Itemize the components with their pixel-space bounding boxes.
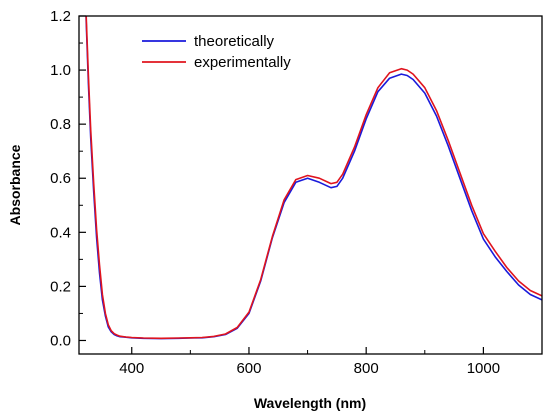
series-layer: [85, 16, 542, 340]
y-tick-label: 0.4: [50, 224, 71, 241]
series-line-theoretically: [85, 16, 542, 340]
y-tick-label: 1.2: [50, 8, 71, 25]
x-tick-label: 600: [236, 360, 261, 377]
x-tick-label: 1000: [467, 360, 500, 377]
legend-label-experimentally: experimentally: [194, 54, 291, 71]
y-axis-ticks: 0.0 0.2 0.4 0.6 0.8 1.0 1.2: [50, 8, 86, 349]
legend: theoretically experimentally: [142, 33, 291, 71]
series-line-experimentally: [85, 16, 542, 340]
plot-frame: [78, 15, 543, 355]
x-tick-label: 800: [354, 360, 379, 377]
y-tick-label: 0.8: [50, 116, 71, 133]
y-tick-label: 0.0: [50, 332, 71, 349]
x-axis-title: Wavelength (nm): [254, 395, 366, 411]
x-tick-label: 400: [119, 360, 144, 377]
y-tick-label: 1.0: [50, 62, 71, 79]
y-tick-label: 0.6: [50, 170, 71, 187]
x-axis-ticks: 400 600 800 1000: [119, 347, 543, 377]
y-axis-title: Absorbance: [7, 144, 23, 225]
legend-label-theoretically: theoretically: [194, 33, 275, 50]
y-tick-label: 0.2: [50, 278, 71, 295]
